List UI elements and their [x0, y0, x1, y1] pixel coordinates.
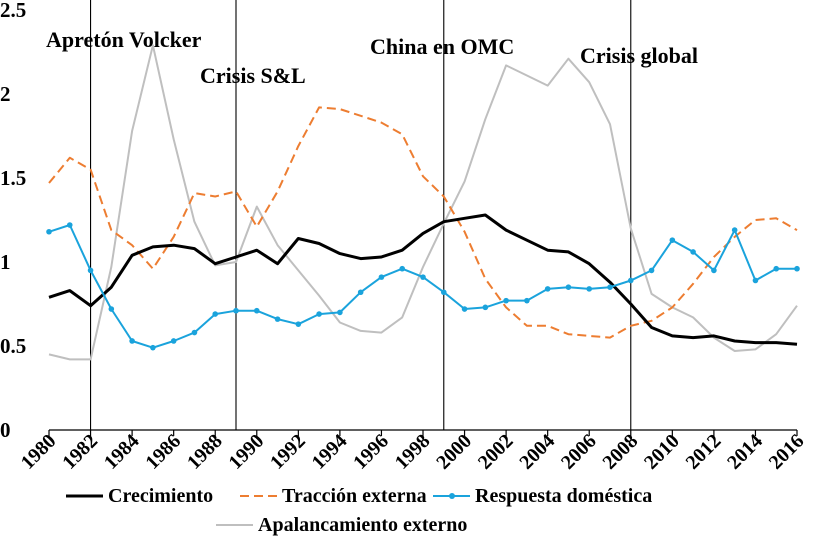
x-tick-label: 1982: [58, 430, 102, 474]
data-point: [253, 307, 260, 314]
data-point: [524, 297, 530, 304]
data-point: [46, 228, 52, 235]
data-point: [711, 267, 717, 274]
legend-marker: [449, 493, 455, 499]
data-point: [607, 284, 613, 291]
event-markers: Apretón Volcker Crisis S&L China en OMC Cri…: [46, 0, 698, 430]
x-tick-label: 2000: [432, 430, 476, 474]
x-tick-label: 2002: [474, 430, 518, 474]
x-tick-label: 1992: [266, 430, 310, 474]
data-point: [669, 237, 676, 243]
data-point: [274, 316, 281, 322]
data-point: [731, 227, 738, 233]
data-point: [440, 289, 447, 296]
data-point: [544, 286, 551, 292]
x-tick-label: 1998: [391, 430, 435, 474]
data-point: [378, 274, 385, 280]
data-point: [316, 311, 322, 317]
data-point: [503, 297, 509, 304]
event-label: Crisis S&L: [200, 63, 306, 88]
data-point: [482, 304, 489, 311]
data-point: [337, 309, 343, 316]
legend-label: Apalancamiento externo: [258, 514, 467, 536]
data-point: [627, 277, 634, 284]
event-label: Apretón Volcker: [46, 27, 202, 52]
data-point: [87, 267, 94, 274]
data-point: [461, 306, 468, 312]
series-group: [46, 44, 800, 361]
data-point: [752, 277, 759, 284]
y-tick-label: 1.5: [0, 166, 26, 190]
legend-label: Crecimiento: [108, 485, 213, 507]
x-tick-label: 2016: [765, 430, 809, 474]
event-label: China en OMC: [370, 34, 514, 59]
data-point: [357, 289, 364, 296]
x-tick-label: 2008: [598, 430, 642, 474]
y-tick-label: 1: [0, 250, 11, 274]
series-line-crecimiento: [48, 213, 798, 346]
x-tick-label: 1984: [100, 430, 144, 474]
event-label: Crisis global: [580, 43, 698, 68]
data-point: [648, 267, 655, 274]
data-point: [150, 344, 156, 351]
x-tick-label: 1994: [308, 430, 352, 474]
data-point: [66, 222, 73, 228]
data-point: [794, 265, 800, 272]
data-point: [773, 265, 780, 272]
y-tick-label: 2.5: [0, 0, 26, 22]
data-point: [565, 284, 572, 291]
data-point: [690, 249, 696, 255]
legend-label: Respuesta doméstica: [475, 485, 652, 507]
data-point: [586, 286, 593, 292]
data-point: [233, 307, 239, 314]
data-point: [212, 311, 219, 317]
legend-label: Tracción externa: [282, 485, 427, 507]
data-point: [129, 338, 135, 344]
x-tick-label: 2014: [723, 430, 767, 474]
legend: Crecimiento Tracción externa Respuesta dom…: [66, 485, 652, 536]
data-point: [420, 274, 426, 280]
data-point: [295, 321, 302, 327]
x-tick-label: 1986: [141, 430, 185, 474]
y-tick-label: 2: [0, 82, 11, 106]
series-line-respuesta-domestica: [48, 224, 797, 349]
data-point: [108, 306, 115, 312]
x-tick-label: 1996: [349, 430, 393, 474]
series-line-traccion-externa: [48, 106, 798, 339]
y-tick-label: 0: [0, 418, 11, 442]
x-tick-label: 2004: [515, 430, 559, 474]
x-tick-label: 1988: [183, 430, 227, 474]
series-line-apalancamiento-externo: [48, 44, 798, 361]
data-point: [170, 338, 177, 344]
x-tick-label: 1980: [17, 430, 61, 474]
x-tick-label: 1990: [224, 430, 268, 474]
x-tick-label: 2012: [682, 430, 726, 474]
data-point: [191, 329, 198, 336]
data-point: [399, 265, 406, 272]
x-tick-label: 2010: [640, 430, 684, 474]
y-tick-label: 0.5: [0, 334, 26, 358]
x-tick-label: 2006: [557, 430, 601, 474]
